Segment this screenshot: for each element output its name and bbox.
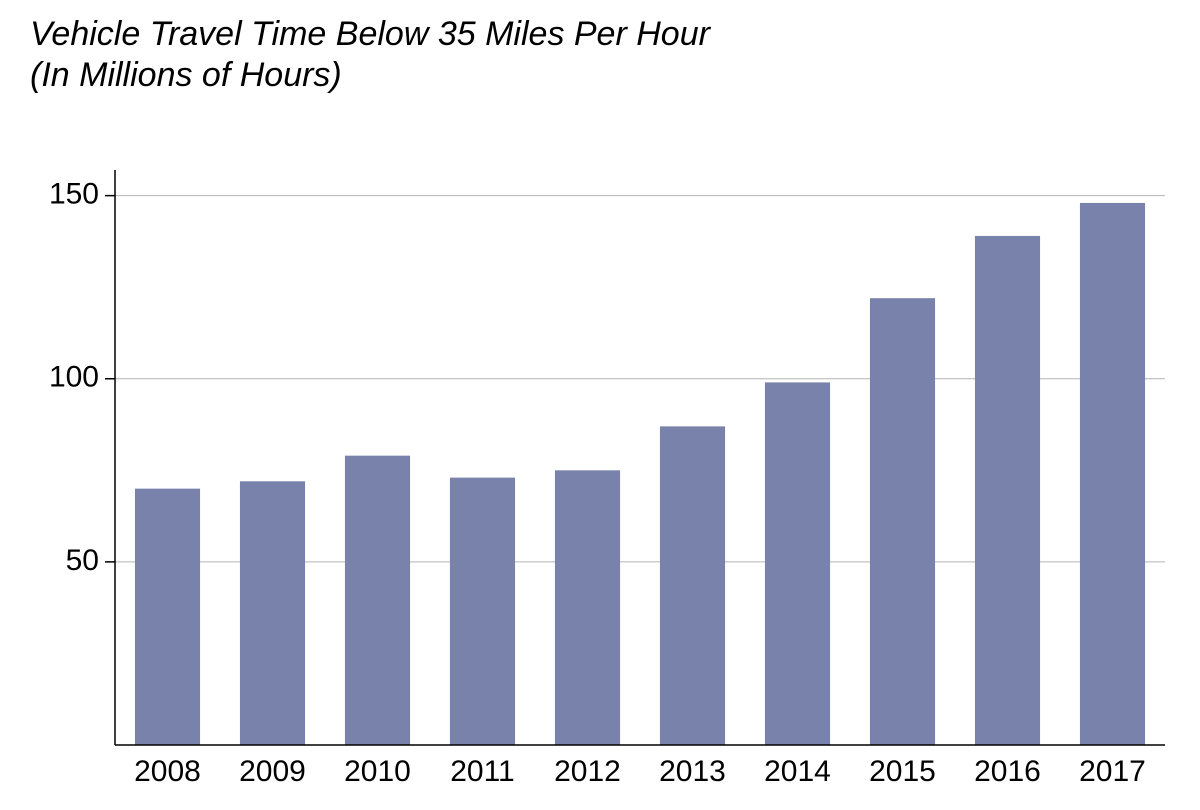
x-tick-label: 2015 — [869, 755, 936, 788]
x-tick-label: 2013 — [659, 755, 726, 788]
bar-chart: 50 100 150 2008 2009 2010 2011 2012 2013 2014 2015… — [0, 0, 1200, 810]
x-tick-label: 2011 — [450, 755, 515, 788]
x-tick-label: 2008 — [134, 755, 201, 788]
y-tick-label: 100 — [49, 361, 99, 394]
y-tick-label: 150 — [49, 178, 99, 211]
bar — [870, 298, 935, 745]
bar — [660, 426, 725, 745]
x-tick-label: 2014 — [764, 755, 831, 788]
x-tick-label: 2012 — [554, 755, 621, 788]
bar — [555, 470, 620, 745]
bar — [975, 236, 1040, 745]
x-tick-label: 2010 — [344, 755, 411, 788]
x-tick-label: 2016 — [974, 755, 1041, 788]
bar — [135, 489, 200, 745]
bar — [345, 456, 410, 745]
chart-container: Vehicle Travel Time Below 35 Miles Per H… — [0, 0, 1200, 810]
x-tick-label: 2009 — [239, 755, 306, 788]
bar — [240, 481, 305, 745]
bar — [450, 478, 515, 745]
bar — [765, 382, 830, 745]
y-tick-label: 50 — [66, 544, 99, 577]
x-tick-label: 2017 — [1079, 755, 1146, 788]
bar — [1080, 203, 1145, 745]
